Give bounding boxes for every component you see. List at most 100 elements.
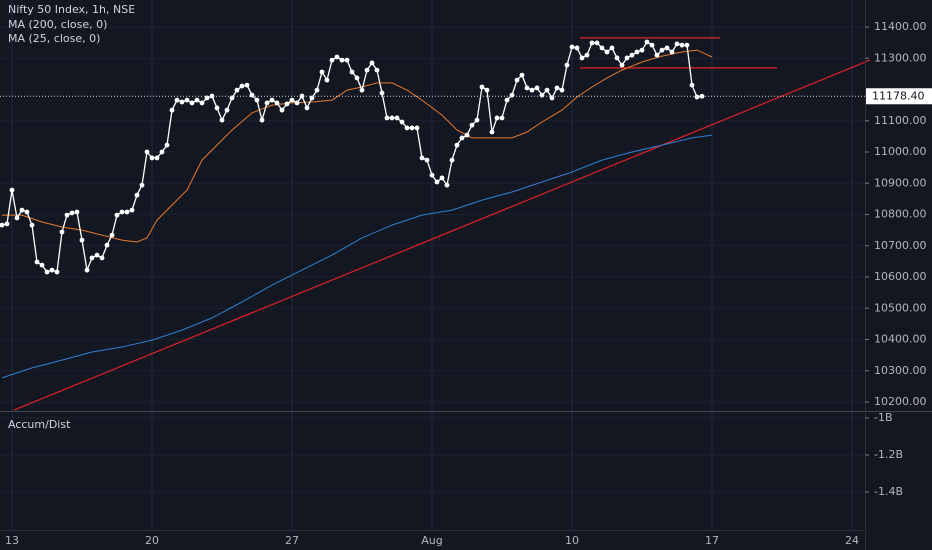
point <box>499 115 505 121</box>
lower-y-tick-label: -1.4B <box>874 485 903 498</box>
point <box>689 82 695 88</box>
legend-title: Nifty 50 Index, 1h, NSE <box>8 3 135 16</box>
point <box>294 100 300 106</box>
point <box>189 100 195 106</box>
point <box>354 75 360 81</box>
point <box>299 93 305 99</box>
point <box>489 129 495 135</box>
x-tick-label: 13 <box>5 534 19 547</box>
point <box>274 100 280 106</box>
point <box>519 72 525 78</box>
point <box>614 55 620 61</box>
point <box>159 149 165 155</box>
point <box>9 187 15 193</box>
point <box>469 122 475 128</box>
point <box>184 97 190 103</box>
point <box>664 45 670 51</box>
point <box>394 115 400 121</box>
point <box>644 39 650 45</box>
point <box>309 95 315 101</box>
point <box>494 115 500 121</box>
legend-entry: MA (200, close, 0) <box>8 18 107 31</box>
point <box>334 54 340 60</box>
y-tick-label: 10800.00 <box>874 208 927 221</box>
point <box>589 40 595 46</box>
y-tick-label: 11000.00 <box>874 145 927 158</box>
point <box>484 87 490 93</box>
point <box>409 125 415 131</box>
y-tick-label: 10600.00 <box>874 270 927 283</box>
point <box>624 55 630 61</box>
point <box>364 67 370 73</box>
point <box>694 94 700 100</box>
point <box>389 115 395 121</box>
point <box>574 45 580 51</box>
y-tick-label: 11400.00 <box>874 20 927 33</box>
point <box>369 60 375 66</box>
point <box>59 229 65 235</box>
lower-pane-title: Accum/Dist <box>8 418 71 431</box>
point <box>649 42 655 48</box>
point <box>114 212 120 218</box>
point <box>424 157 430 163</box>
point <box>579 55 585 61</box>
point <box>349 69 355 75</box>
point <box>629 52 635 58</box>
point <box>79 237 85 243</box>
point <box>324 77 330 83</box>
point <box>54 269 60 275</box>
point <box>179 99 185 105</box>
point <box>279 107 285 113</box>
point <box>479 84 485 90</box>
point <box>619 62 625 68</box>
point <box>524 85 530 91</box>
point <box>164 142 170 148</box>
point <box>339 57 345 63</box>
point <box>134 192 140 198</box>
point <box>359 87 365 93</box>
point <box>129 207 135 213</box>
point <box>259 117 265 123</box>
point <box>84 267 90 273</box>
point <box>24 209 30 215</box>
point <box>684 42 690 48</box>
trend-line <box>13 59 871 411</box>
current-price-box <box>866 88 932 105</box>
point <box>344 57 350 63</box>
point <box>539 92 545 98</box>
point <box>174 97 180 103</box>
point <box>454 142 460 148</box>
y-tick-label: 11300.00 <box>874 51 927 64</box>
point <box>529 87 535 93</box>
y-tick-label: 10700.00 <box>874 239 927 252</box>
point <box>224 107 230 113</box>
legend: Nifty 50 Index, 1h, NSE MA (200, close, 0… <box>8 3 135 45</box>
point <box>124 209 130 215</box>
point <box>374 67 380 73</box>
point <box>474 117 480 123</box>
point <box>404 125 410 131</box>
x-tick-label: 27 <box>285 534 299 547</box>
point <box>509 92 515 98</box>
point <box>564 62 570 68</box>
point <box>399 119 405 125</box>
point <box>44 269 50 275</box>
point <box>654 52 660 58</box>
point <box>254 97 260 103</box>
point <box>14 215 20 221</box>
point <box>264 100 270 106</box>
point <box>609 45 615 51</box>
point <box>229 95 235 101</box>
point <box>74 209 80 215</box>
point <box>384 115 390 121</box>
point <box>289 97 295 103</box>
lower-y-tick-label: -1.2B <box>874 448 903 461</box>
point <box>659 47 665 53</box>
x-tick-label: 24 <box>845 534 859 547</box>
point <box>594 40 600 46</box>
point <box>29 222 35 228</box>
point <box>679 42 685 48</box>
